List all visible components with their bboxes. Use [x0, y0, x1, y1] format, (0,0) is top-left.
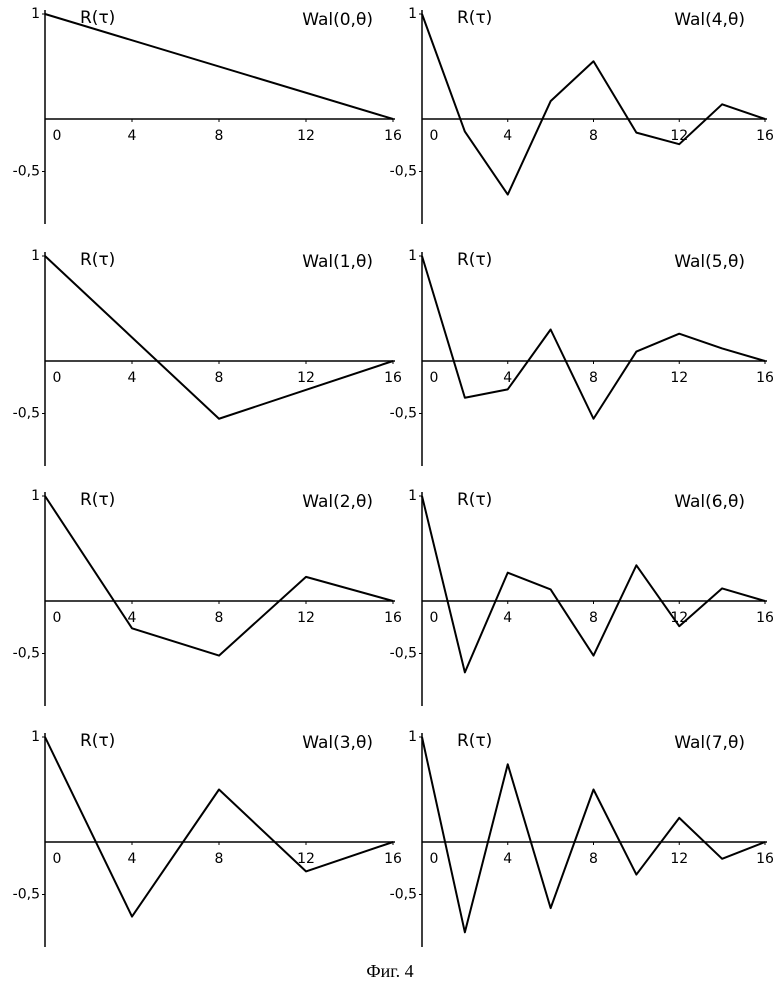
x-tick-label: 8 [215, 370, 224, 386]
x-tick-label: 4 [503, 370, 512, 386]
x-tick-label: 12 [670, 370, 688, 386]
y-tick-label: 1 [408, 248, 417, 264]
y-tick-label: 1 [31, 6, 40, 22]
y-axis-label: R(τ) [80, 250, 115, 270]
x-tick-label: 8 [215, 610, 224, 626]
x-tick-label: 12 [670, 851, 688, 867]
x-tick-label: 0 [430, 610, 439, 626]
data-line [44, 736, 394, 918]
y-axis-label: R(τ) [457, 8, 492, 28]
x-tick-label: 4 [128, 128, 137, 144]
x-tick-label: 16 [384, 370, 402, 386]
x-tick-label: 16 [756, 851, 774, 867]
chart-title: Wal(3,θ) [302, 733, 373, 753]
y-axis-label: R(τ) [457, 731, 492, 751]
x-tick-label: 0 [430, 851, 439, 867]
x-tick-label: 8 [589, 370, 598, 386]
y-axis-label: R(τ) [80, 490, 115, 510]
x-tick-label: 0 [53, 851, 62, 867]
chart-title: Wal(7,θ) [674, 733, 745, 753]
y-tick-label: 1 [31, 248, 40, 264]
chart-title: Wal(6,θ) [674, 492, 745, 512]
y-axis-label: R(τ) [457, 250, 492, 270]
chart-title: Wal(4,θ) [674, 10, 745, 30]
x-tick-label: 16 [756, 610, 774, 626]
data-line [44, 495, 394, 657]
x-tick-label: 0 [430, 128, 439, 144]
y-tick-label: -0,5 [13, 646, 40, 662]
chart-title: Wal(5,θ) [674, 252, 745, 272]
x-tick-label: 4 [128, 370, 137, 386]
y-axis-label: R(τ) [80, 731, 115, 751]
y-tick-label: -0,5 [13, 887, 40, 903]
y-tick-label: -0,5 [13, 406, 40, 422]
y-tick-label: -0,5 [390, 887, 417, 903]
y-tick-label: 1 [408, 729, 417, 745]
y-tick-label: 1 [31, 729, 40, 745]
chart-title: Wal(1,θ) [302, 252, 373, 272]
y-axis-label: R(τ) [80, 8, 115, 28]
y-tick-label: 1 [31, 488, 40, 504]
x-tick-label: 12 [297, 610, 315, 626]
x-tick-label: 16 [384, 610, 402, 626]
x-tick-label: 0 [53, 370, 62, 386]
x-tick-label: 16 [384, 128, 402, 144]
x-tick-label: 0 [53, 128, 62, 144]
y-tick-label: -0,5 [390, 406, 417, 422]
x-tick-label: 16 [384, 851, 402, 867]
x-tick-label: 8 [589, 610, 598, 626]
x-tick-label: 8 [215, 851, 224, 867]
caption: Фиг. 4 [366, 961, 413, 981]
x-tick-label: 12 [297, 128, 315, 144]
x-tick-label: 8 [589, 128, 598, 144]
data-line [44, 255, 394, 420]
data-line [421, 13, 766, 196]
x-tick-label: 0 [430, 370, 439, 386]
chart-title: Wal(2,θ) [302, 492, 373, 512]
x-tick-label: 4 [503, 851, 512, 867]
x-tick-label: 4 [128, 610, 137, 626]
data-line [421, 736, 766, 934]
x-tick-label: 0 [53, 610, 62, 626]
x-tick-label: 4 [503, 610, 512, 626]
x-tick-label: 4 [128, 851, 137, 867]
y-axis-label: R(τ) [457, 490, 492, 510]
y-tick-label: -0,5 [390, 646, 417, 662]
x-tick-label: 12 [297, 370, 315, 386]
data-line [421, 495, 766, 674]
data-line [44, 13, 394, 120]
y-tick-label: 1 [408, 488, 417, 504]
y-tick-label: -0,5 [13, 164, 40, 180]
y-tick-label: 1 [408, 6, 417, 22]
x-tick-label: 12 [297, 851, 315, 867]
data-line [421, 255, 766, 420]
x-tick-label: 8 [215, 128, 224, 144]
x-tick-label: 16 [756, 370, 774, 386]
x-tick-label: 16 [756, 128, 774, 144]
chart-title: Wal(0,θ) [302, 10, 373, 30]
y-tick-label: -0,5 [390, 164, 417, 180]
x-tick-label: 4 [503, 128, 512, 144]
x-tick-label: 8 [589, 851, 598, 867]
